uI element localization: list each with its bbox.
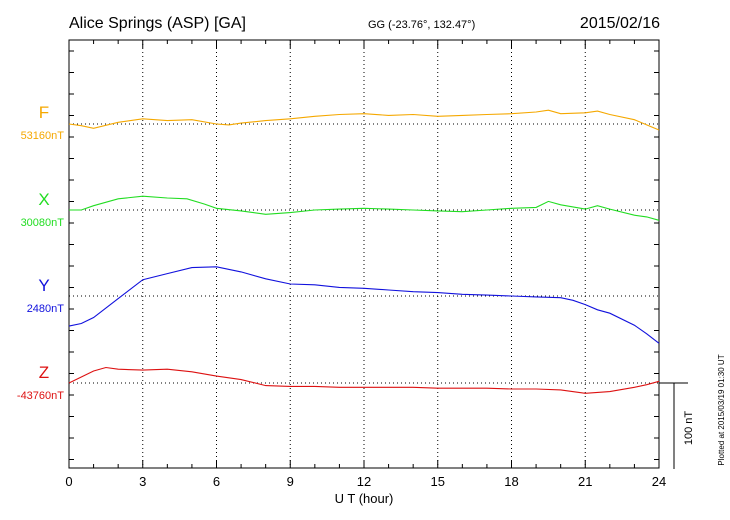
series-x-baseline-label: 30080nT: [21, 217, 65, 229]
scale-bar: 100 nT: [659, 382, 695, 469]
series-f-baseline-label: 53160nT: [21, 130, 65, 142]
series-y-letter: Y: [38, 276, 49, 295]
x-tick-label: 15: [431, 474, 445, 489]
x-tick-label: 9: [287, 474, 294, 489]
series-x-letter: X: [38, 190, 49, 209]
x-tick-label: 24: [652, 474, 666, 489]
station-coordinates: GG (-23.76°, 132.47°): [368, 19, 475, 31]
series-y-line: [68, 266, 660, 344]
x-tick-label: 18: [504, 474, 518, 489]
series-z-baseline-label: -43760nT: [17, 390, 64, 402]
x-tick-label: 12: [357, 474, 371, 489]
x-tick-labels: 0 3 6 9 12 15 18 21 24: [65, 474, 666, 489]
series-lines: [68, 109, 660, 394]
x-tick-label: 0: [65, 474, 72, 489]
scale-bar-label: 100 nT: [683, 411, 695, 446]
x-tick-label: 6: [213, 474, 220, 489]
grid-lines: [142, 40, 586, 468]
x-tick-label: 3: [139, 474, 146, 489]
observation-date: 2015/02/16: [580, 15, 660, 32]
plotted-timestamp: Plotted at 2015/03/19 01:30 UT: [717, 354, 726, 465]
series-labels: F 53160nT X 30080nT Y 2480nT Z -43760nT: [17, 103, 64, 402]
series-z-letter: Z: [39, 363, 49, 382]
series-z-line: [68, 366, 660, 394]
series-y-baseline-label: 2480nT: [27, 303, 65, 315]
x-axis-label: U T (hour): [335, 491, 394, 506]
series-f-line: [68, 109, 660, 131]
series-f-letter: F: [39, 103, 49, 122]
x-tick-label: 21: [578, 474, 592, 489]
station-title: Alice Springs (ASP) [GA]: [69, 15, 246, 32]
series-x-line: [69, 195, 660, 221]
axis-ticks: [68, 40, 660, 468]
